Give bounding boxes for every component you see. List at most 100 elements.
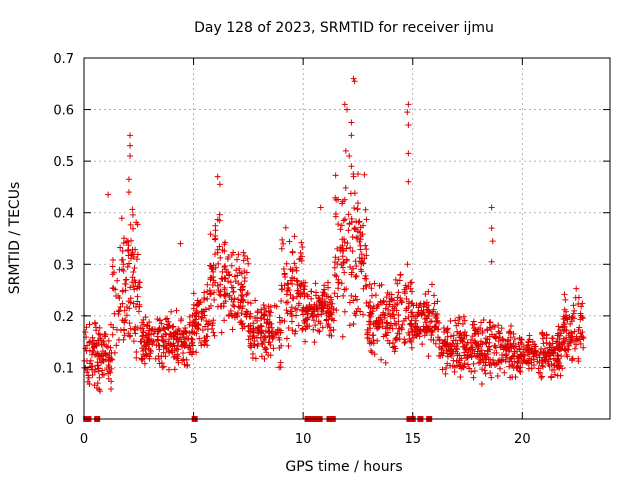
data-point	[508, 355, 515, 362]
data-point	[342, 216, 349, 223]
data-point	[412, 320, 419, 327]
data-point	[323, 317, 330, 324]
data-point	[217, 292, 224, 299]
data-point	[277, 329, 284, 336]
data-point	[315, 327, 322, 334]
data-point	[201, 289, 208, 296]
y-axis-title: SRMTID / TECUs	[7, 182, 23, 295]
chart-title: Day 128 of 2023, SRMTID for receiver ijm…	[194, 20, 494, 36]
data-point	[444, 360, 451, 367]
data-point	[131, 326, 138, 333]
data-point	[101, 341, 108, 348]
data-point	[524, 342, 531, 349]
data-point	[316, 295, 323, 302]
data-point	[516, 346, 523, 353]
data-point	[354, 228, 361, 235]
data-point	[492, 335, 499, 342]
data-point	[404, 261, 411, 268]
data-point	[192, 323, 199, 330]
data-point	[105, 352, 112, 359]
data-point	[401, 290, 408, 297]
data-point	[444, 353, 451, 360]
data-point	[444, 326, 451, 333]
data-point	[431, 300, 438, 307]
data-point	[99, 357, 106, 364]
data-point	[382, 331, 389, 338]
data-point	[235, 251, 242, 258]
data-point	[175, 326, 182, 333]
data-point	[207, 231, 214, 238]
data-point	[278, 298, 285, 305]
data-point	[362, 272, 369, 279]
data-point	[135, 279, 142, 286]
data-point	[212, 227, 219, 234]
data-point	[267, 304, 274, 311]
data-point	[173, 336, 180, 343]
data-point	[572, 337, 579, 344]
data-point	[315, 311, 322, 318]
spike-point	[488, 204, 495, 211]
data-point	[96, 374, 103, 381]
data-point	[289, 327, 296, 334]
data-point	[111, 349, 118, 356]
data-point	[363, 252, 370, 259]
data-point	[85, 372, 92, 379]
data-point	[464, 339, 471, 346]
data-point	[298, 239, 305, 246]
data-point	[299, 326, 306, 333]
data-point	[166, 348, 173, 355]
data-point	[368, 339, 375, 346]
data-point	[555, 353, 562, 360]
data-point	[132, 330, 139, 337]
data-point	[221, 241, 228, 248]
data-point	[407, 285, 414, 292]
data-point	[500, 356, 507, 363]
data-point	[422, 326, 429, 333]
data-point	[293, 306, 300, 313]
data-point	[206, 318, 213, 325]
data-point	[463, 332, 470, 339]
data-point	[330, 326, 337, 333]
data-point	[423, 299, 430, 306]
data-point	[361, 275, 368, 282]
data-point	[351, 224, 358, 231]
data-point	[247, 340, 254, 347]
spike-point	[125, 176, 132, 183]
data-point	[526, 336, 533, 343]
data-point	[484, 347, 491, 354]
data-point	[178, 338, 185, 345]
data-point	[509, 362, 516, 369]
data-point	[509, 374, 516, 381]
data-point	[555, 332, 562, 339]
data-point	[196, 335, 203, 342]
data-point	[363, 246, 370, 253]
data-point	[472, 330, 479, 337]
data-point	[109, 331, 116, 338]
data-point	[170, 323, 177, 330]
data-point	[228, 310, 235, 317]
data-point	[170, 354, 177, 361]
data-point	[486, 361, 493, 368]
data-point	[344, 240, 351, 247]
data-point	[438, 346, 445, 353]
data-point	[428, 327, 435, 334]
data-point	[83, 324, 90, 331]
data-point	[393, 307, 400, 314]
y-tick-label: 0.3	[53, 258, 74, 273]
data-point	[209, 281, 216, 288]
data-point	[295, 290, 302, 297]
data-point	[576, 336, 583, 343]
data-point	[394, 294, 401, 301]
data-point	[301, 318, 308, 325]
data-point	[162, 316, 169, 323]
x-axis-title: GPS time / hours	[285, 459, 402, 475]
data-point	[492, 334, 499, 341]
data-point	[261, 305, 268, 312]
data-point	[539, 362, 546, 369]
data-point	[546, 347, 553, 354]
data-point	[90, 337, 97, 344]
data-point	[364, 331, 371, 338]
data-point	[311, 303, 318, 310]
data-point	[243, 291, 250, 298]
data-point	[452, 317, 459, 324]
